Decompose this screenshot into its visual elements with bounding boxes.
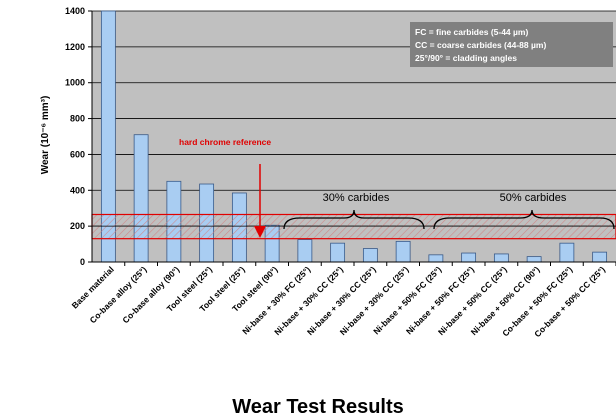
y-tick-label: 400 [70, 185, 85, 195]
brace-50-percent [433, 209, 615, 230]
reference-band [91, 213, 616, 240]
y-tick-label: 200 [70, 221, 85, 231]
bar [297, 239, 313, 263]
legend-box: FC = fine carbides (5-44 µm) CC = coarse… [410, 22, 613, 67]
y-tick-label: 1400 [65, 6, 85, 16]
bar [362, 248, 378, 263]
y-tick-label: 800 [70, 114, 85, 124]
y-tick-label: 1200 [65, 42, 85, 52]
y-tick-label: 0 [80, 257, 85, 267]
legend-line-2: CC = coarse carbides (44-88 µm) [415, 40, 546, 50]
bar [133, 134, 149, 263]
bar [559, 242, 575, 263]
x-category-label: Co-base alloy (25°) [88, 264, 149, 325]
y-tick-label: 600 [70, 149, 85, 159]
bar [428, 254, 444, 263]
reference-label: hard chrome reference [179, 137, 271, 147]
y-axis-label: Wear (10⁻⁶ mm³) [40, 96, 51, 175]
brace-30-percent [283, 209, 425, 230]
group-label-50-percent: 50% carbides [500, 192, 567, 204]
legend-line-1: FC = fine carbides (5-44 µm) [415, 27, 528, 37]
group-label-30-percent: 30% carbides [323, 192, 390, 204]
bar [330, 242, 346, 263]
bar [461, 252, 477, 263]
bar [395, 240, 411, 263]
legend-line-3: 25°/90° = cladding angles [415, 53, 517, 63]
x-category-label: Co-base alloy (90°) [120, 264, 181, 325]
bar [526, 256, 542, 263]
bar [493, 253, 509, 263]
y-tick-label: 1000 [65, 78, 85, 88]
chart-title: Wear Test Results [232, 396, 404, 418]
bar [592, 251, 608, 263]
